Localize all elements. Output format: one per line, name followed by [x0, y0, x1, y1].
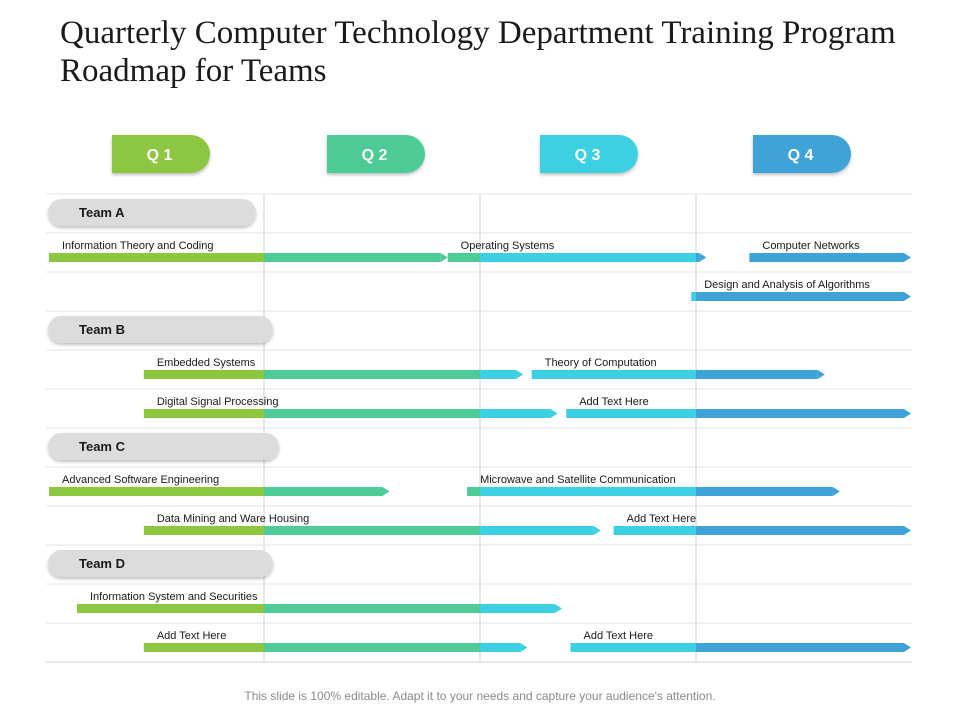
bar-segment	[480, 253, 696, 262]
team-pill-3	[48, 433, 279, 460]
bar-arrow-tip	[554, 604, 562, 613]
bar-segment	[264, 253, 441, 262]
quarter-label-q1: Q 1	[147, 147, 173, 164]
bar-arrow-tip	[817, 370, 825, 379]
task-label: Information Theory and Coding	[62, 240, 213, 252]
bar-segment	[696, 253, 700, 262]
quarter-header-q4	[753, 135, 851, 173]
team-pill-2	[48, 316, 273, 343]
bar-arrow-tip	[904, 292, 911, 301]
bar-segment	[264, 487, 383, 496]
bar-segment	[480, 370, 517, 379]
footer-note: This slide is 100% editable. Adapt it to…	[244, 689, 716, 703]
team-label: Team C	[79, 439, 126, 454]
bar-segment	[696, 526, 904, 535]
team-label: Team A	[79, 205, 125, 220]
bar-segment	[264, 409, 480, 418]
bar-arrow-tip	[832, 487, 840, 496]
bar-segment	[467, 487, 480, 496]
bar-segment	[264, 604, 480, 613]
bar-segment	[613, 526, 696, 535]
bar-segment	[696, 370, 818, 379]
task-label: Data Mining and Ware Housing	[157, 513, 309, 525]
task-label: Operating Systems	[461, 240, 555, 252]
bar-arrow-tip	[699, 253, 707, 262]
team-label: Team D	[79, 556, 125, 571]
bar-segment	[264, 643, 480, 652]
bar-segment	[480, 604, 555, 613]
bar-segment	[264, 526, 480, 535]
bar-segment	[696, 487, 833, 496]
bar-segment	[143, 643, 264, 652]
bar-arrow-tip	[904, 526, 911, 535]
task-label: Information System and Securities	[90, 591, 258, 603]
quarter-header-q2	[327, 135, 425, 173]
bar-segment	[696, 643, 904, 652]
bar-segment	[77, 604, 264, 613]
task-label: Microwave and Satellite Communication	[480, 474, 676, 486]
bar-segment	[480, 526, 594, 535]
task-label: Digital Signal Processing	[157, 396, 279, 408]
bar-arrow-tip	[550, 409, 558, 418]
quarter-label-q3: Q 3	[575, 147, 601, 164]
bar-segment	[264, 370, 480, 379]
quarter-header-q3	[540, 135, 638, 173]
bar-segment	[49, 253, 264, 262]
task-label: Computer Networks	[762, 240, 860, 252]
bar-arrow-tip	[904, 253, 911, 262]
bar-arrow-tip	[440, 253, 448, 262]
bar-arrow-tip	[593, 526, 601, 535]
bar-segment	[691, 292, 696, 301]
bar-arrow-tip	[520, 643, 528, 652]
task-label: Add Text Here	[584, 630, 654, 642]
team-pill-4	[48, 550, 273, 577]
bar-arrow-tip	[904, 643, 911, 652]
task-label: Design and Analysis of Algorithms	[704, 279, 870, 291]
bar-segment	[566, 409, 696, 418]
page-title: Quarterly Computer Technology Department…	[60, 15, 896, 89]
task-label: Add Text Here	[627, 513, 697, 525]
team-label: Team B	[79, 322, 125, 337]
team-pill-1	[48, 199, 256, 226]
bar-arrow-tip	[382, 487, 390, 496]
bar-arrow-tip	[904, 409, 911, 418]
bar-segment	[447, 253, 480, 262]
bar-segment	[749, 253, 904, 262]
bar-segment	[696, 409, 904, 418]
quarter-header-q1	[112, 135, 210, 173]
bar-segment	[143, 370, 264, 379]
bar-segment	[480, 487, 696, 496]
task-label: Advanced Software Engineering	[62, 474, 219, 486]
task-label: Embedded Systems	[157, 357, 256, 369]
task-label: Add Text Here	[579, 396, 649, 408]
bar-segment	[49, 487, 264, 496]
bar-segment	[480, 409, 551, 418]
bar-segment	[531, 370, 696, 379]
bar-segment	[143, 526, 264, 535]
bar-segment	[696, 292, 904, 301]
quarter-label-q2: Q 2	[362, 147, 388, 164]
bar-segment	[570, 643, 696, 652]
task-label: Theory of Computation	[545, 357, 657, 369]
task-label: Add Text Here	[157, 630, 227, 642]
bar-segment	[143, 409, 264, 418]
bar-segment	[480, 643, 521, 652]
bar-arrow-tip	[516, 370, 524, 379]
quarter-label-q4: Q 4	[788, 147, 814, 164]
